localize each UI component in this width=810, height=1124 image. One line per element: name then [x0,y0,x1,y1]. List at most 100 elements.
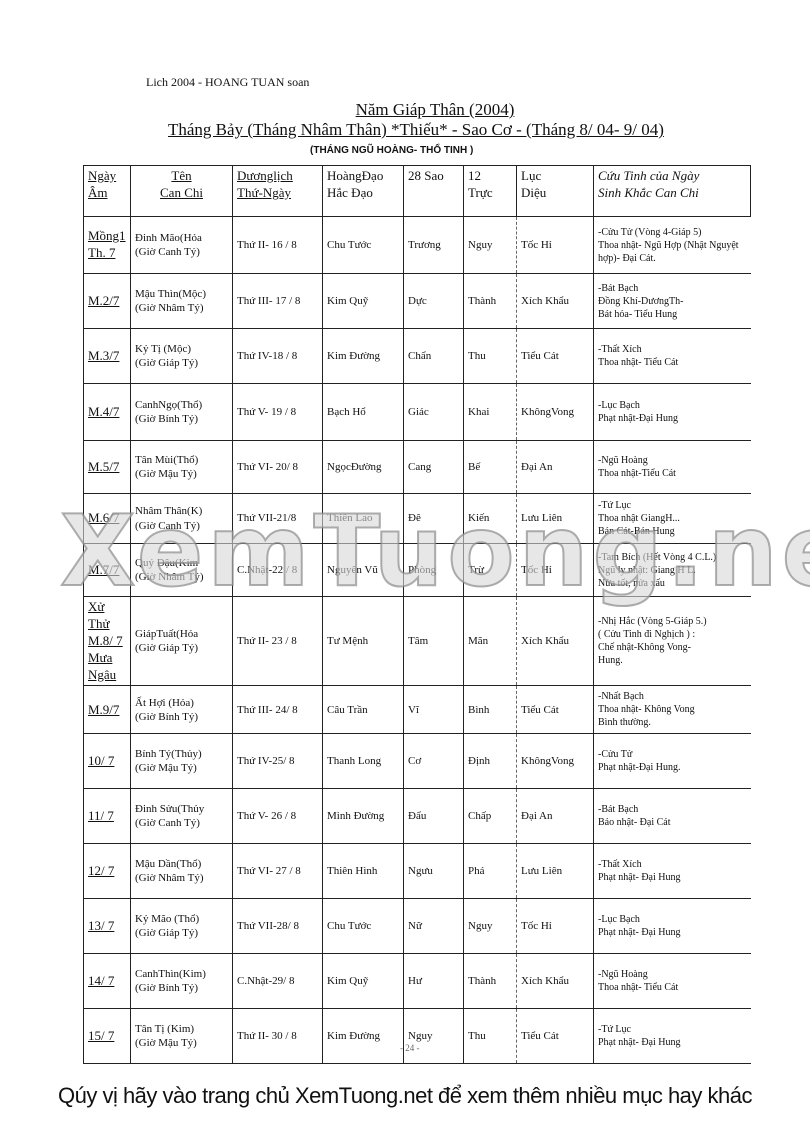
table-header-row: Ngày Âm Tên Can Chi Dươnglịch Thứ-Ngày Hoàn… [83,165,751,217]
cell-hoang-hac-dao: Thanh Long [322,733,404,790]
cell-cuu-tinh: -Nhị Hắc (Vòng 5-Giáp 5.) ( Cửu Tinh đi … [593,595,751,687]
cell-sao-28: Nguy [403,1008,464,1065]
cell-solar-date: Thứ IV-25/ 8 [232,733,323,790]
cell-truc-12: Phá [463,843,517,900]
cell-hoang-hac-dao: Kim Đường [322,328,404,384]
cell-can-chi: Nhâm Thân(K) (Giờ Canh Tý) [130,493,233,544]
cell-can-chi: Ất Hợi (Hỏa) (Giờ Bính Tý) [130,685,233,735]
author-line: Lich 2004 - HOANG TUAN soan [146,75,310,89]
cell-lunar-day: 14/ 7 [83,953,131,1010]
cell-solar-date: Thứ IV-18 / 8 [232,328,323,384]
table-row: 15/ 7 Tân Tị (Kim) (Giờ Mậu Tý) Thứ II- 30… [83,1008,751,1065]
cell-luc-dieu: Tốc Hỉ [516,216,594,274]
cell-solar-date: Thứ II- 23 / 8 [232,595,323,687]
cell-cuu-tinh: -Lục Bạch Phạt nhật- Đại Hung [593,898,751,955]
cell-solar-date: C.Nhật-22 / 8 [232,543,323,597]
cell-luc-dieu: Xích Khẩu [516,953,594,1010]
cell-lunar-day: M.5/7 [83,440,131,494]
cell-luc-dieu: KhôngVong [516,733,594,790]
cell-cuu-tinh: -Tứ Lục Phạt nhật- Đại Hung [593,1008,751,1065]
cell-sao-28: Phòng [403,543,464,597]
table-row: M.6/7 Nhâm Thân(K) (Giờ Canh Tý) Thứ VII-2… [83,493,751,544]
cell-truc-12: Nguy [463,898,517,955]
cell-sao-28: Cơ [403,733,464,790]
cell-truc-12: Trừ [463,543,517,597]
cell-can-chi: CanhNgọ(Thổ) (Giờ Bính Tý) [130,383,233,441]
cell-hoang-hac-dao: Thiên Lao [322,493,404,544]
cell-luc-dieu: Lưu Liên [516,843,594,900]
cell-truc-12: Thành [463,273,517,329]
cell-hoang-hac-dao: Kim Đường [322,1008,404,1065]
cell-luc-dieu: KhôngVong [516,383,594,441]
cell-truc-12: Nguy [463,216,517,274]
cell-hoang-hac-dao: Chu Tước [322,216,404,274]
watermark: XemTuong.net [59,494,810,610]
cell-lunar-day: Mồng1 Th. 7 [83,216,131,274]
cell-sao-28: Trương [403,216,464,274]
cell-solar-date: C.Nhật-29/ 8 [232,953,323,1010]
cell-solar-date: Thứ V- 19 / 8 [232,383,323,441]
cell-truc-12: Chấp [463,788,517,845]
page-number: - 24 - [400,1043,420,1053]
cell-solar-date: Thứ VII-28/ 8 [232,898,323,955]
cell-cuu-tinh: -Nhất Bạch Thoa nhật- Không Vong Bình th… [593,685,751,735]
cell-truc-12: Thu [463,328,517,384]
cell-can-chi: Tân Mùi(Thổ) (Giờ Mậu Tý) [130,440,233,494]
cell-cuu-tinh: -Cửu Tử Phạt nhật-Đại Hung. [593,733,751,790]
cell-hoang-hac-dao: Chu Tước [322,898,404,955]
table-row: 10/ 7 Bính Tý(Thủy) (Giờ Mậu Tý) Thứ IV-25… [83,733,751,790]
cell-can-chi: Mậu Thìn(Mộc) (Giờ Nhâm Tý) [130,273,233,329]
cell-sao-28: Giác [403,383,464,441]
cell-hoang-hac-dao: Minh Đường [322,788,404,845]
table-row: 14/ 7 CanhThìn(Kim) (Giờ Bính Tý) C.Nhật-2… [83,953,751,1010]
cell-hoang-hac-dao: Bạch Hổ [322,383,404,441]
column-header-hoang-hac-dao: HoàngĐạo Hắc Đạo [322,165,404,217]
cell-hoang-hac-dao: Tư Mệnh [322,595,404,687]
cell-luc-dieu: Tốc Hỉ [516,898,594,955]
cell-cuu-tinh: -Thất Xích Phạt nhật- Đại Hung [593,843,751,900]
cell-truc-12: Mãn [463,595,517,687]
cell-hoang-hac-dao: Nguyên Vũ [322,543,404,597]
cell-cuu-tinh: -Bát Bạch Bảo nhật- Đại Cát [593,788,751,845]
cell-cuu-tinh: -Ngũ Hoàng Thoa nhật- Tiểu Cát [593,953,751,1010]
calendar-table: Ngày Âm Tên Can Chi Dươnglịch Thứ-Ngày Hoàn… [83,165,751,1065]
cell-luc-dieu: Tiểu Cát [516,328,594,384]
cell-lunar-day: 13/ 7 [83,898,131,955]
cell-can-chi: Đinh Mão(Hỏa (Giờ Canh Tý) [130,216,233,274]
cell-truc-12: Định [463,733,517,790]
cell-truc-12: Khai [463,383,517,441]
cell-cuu-tinh: -Thất Xích Thoa nhật- Tiểu Cát [593,328,751,384]
month-note: (THÁNG NGŨ HOÀNG- THỔ TINH ) [310,145,474,156]
page-title: Năm Giáp Thân (2004) [355,100,515,119]
column-header-can-chi: Tên Can Chi [130,165,233,217]
cell-luc-dieu: Tiểu Cát [516,1008,594,1065]
table-row: Mồng1 Th. 7 Đinh Mão(Hỏa (Giờ Canh Tý) Thứ… [83,216,751,274]
table-row: M.4/7 CanhNgọ(Thổ) (Giờ Bính Tý) Thứ V- 19… [83,383,751,441]
cell-luc-dieu: Xích Khẩu [516,273,594,329]
cell-can-chi: Tân Tị (Kim) (Giờ Mậu Tý) [130,1008,233,1065]
cell-lunar-day: M.9/7 [83,685,131,735]
cell-truc-12: Thu [463,1008,517,1065]
cell-solar-date: Thứ VI- 20/ 8 [232,440,323,494]
cell-sao-28: Vĩ [403,685,464,735]
cell-sao-28: Đẩu [403,788,464,845]
cell-can-chi: Đinh Sửu(Thủy (Giờ Canh Tý) [130,788,233,845]
cell-hoang-hac-dao: NgọcĐường [322,440,404,494]
cell-solar-date: Thứ V- 26 / 8 [232,788,323,845]
cell-cuu-tinh: -Bát Bạch Đồng Khí-DươngTh- Bát hỏa- Tiể… [593,273,751,329]
column-header-truc-12: 12 Trực [463,165,517,217]
cell-solar-date: Thứ VII-21/8 [232,493,323,544]
cell-cuu-tinh: -Ngũ Hoàng Thoa nhật-Tiểu Cát [593,440,751,494]
cell-luc-dieu: Tốc Hỉ [516,543,594,597]
cell-hoang-hac-dao: Câu Trần [322,685,404,735]
cell-sao-28: Cang [403,440,464,494]
column-header-solar-date: Dươnglịch Thứ-Ngày [232,165,323,217]
cell-can-chi: GiápTuất(Hỏa (Giờ Giáp Tý) [130,595,233,687]
footer-promo-text: Qúy vị hãy vào trang chủ XemTuong.net để… [57,1083,753,1108]
cell-can-chi: CanhThìn(Kim) (Giờ Bính Tý) [130,953,233,1010]
table-row: Xử Thử M.8/ 7 Mưa Ngâu GiápTuất(Hỏa (Giờ … [83,595,751,687]
cell-hoang-hac-dao: Thiên Hình [322,843,404,900]
table-row: 12/ 7 Mậu Dần(Thổ) (Giờ Nhâm Tý) Thứ VI- 2… [83,843,751,900]
cell-luc-dieu: Đại An [516,440,594,494]
